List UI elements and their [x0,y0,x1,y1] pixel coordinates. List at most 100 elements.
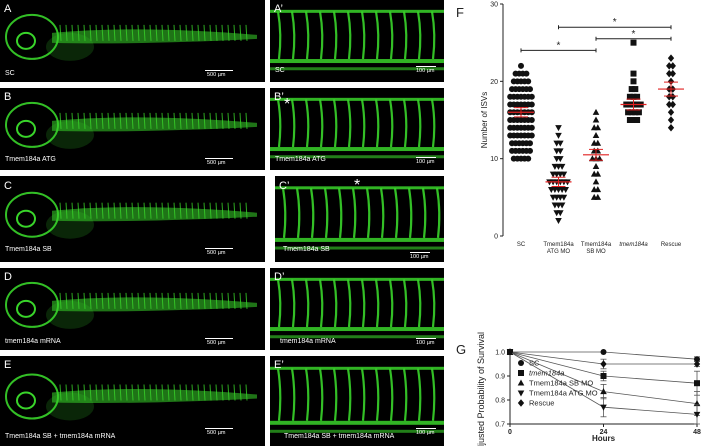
isv-vessel [95,202,98,219]
y-tick-label: 1.0 [495,350,505,357]
legend-marker [518,370,524,376]
embryo-image [5,101,257,149]
vessel-image [270,277,444,339]
scale-label: 500 µm [207,72,226,78]
data-point [632,86,639,93]
data-point [634,117,641,123]
isv-vessel [119,384,122,401]
data-point [600,360,607,368]
isv-vessel [227,202,230,219]
embryo-eye [16,31,36,50]
isv-vessel [346,11,352,60]
isv-vessel [209,202,212,219]
isv-vessel [77,112,80,129]
isv-vessel [430,11,436,60]
isv-vessel [113,202,116,219]
isv-vessel [167,202,170,219]
panel-caption: Tmem184a SB + tmem184a mRNA [5,433,116,440]
data-point [628,86,635,93]
dorsal-vessel [270,277,444,281]
isv-vessel [360,279,366,328]
data-point [630,70,637,77]
isv-vessel [161,384,164,401]
data-point [666,69,673,78]
isv-vessel [149,292,152,309]
scale-label: 100 µm [410,254,429,260]
isv-vessel [89,292,92,309]
isv-vessel [276,11,282,60]
isv-vessel [155,202,158,219]
data-point [693,360,701,368]
data-point [666,62,673,70]
isv-vessel [167,24,170,41]
isv-vessel [83,24,86,41]
scale-bar [416,157,436,158]
scale-bar [410,252,430,253]
isv-vessel [402,99,408,148]
axial-vessel [270,147,444,152]
isv-vessel [309,187,315,239]
isv-vessel [125,384,128,401]
data-point [669,62,676,70]
isv-vessel [227,384,230,401]
vessel-image [270,366,444,433]
data-point [562,187,569,194]
panel-letter: D’ [274,271,285,283]
scale-bar [416,66,436,67]
panel-caption: Tmem184a SB [5,246,52,253]
data-point [600,373,607,379]
isv-vessel [149,202,152,219]
isv-vessel [65,24,68,41]
panel-letter: B [4,91,12,103]
isv-vessel [346,279,352,328]
axial-vessel [270,429,444,433]
isv-vessel [119,112,122,129]
legend-label: Rescue [529,399,554,408]
isv-vessel [360,99,366,148]
panel-caption: tmem184a mRNA [280,338,336,345]
panel-E-prime [270,356,444,446]
data-point [594,170,602,177]
isv-vessel [161,112,164,129]
legend-marker [517,399,525,407]
isv-vessel [203,384,206,401]
axial-vessel [275,246,444,250]
embryo-eye [16,119,36,138]
scale-label: 100 µm [416,340,435,346]
x-category-label: ATG MO [547,249,571,255]
isv-vessel [173,202,176,219]
x-category-label: SB MO [586,249,606,255]
data-point [694,380,700,387]
isv-vessel [388,279,394,328]
isv-vessel [245,24,248,41]
isv-vessel [125,202,128,219]
dorsal-vessel [275,186,444,190]
isv-vessel [125,24,128,41]
axial-vessel [270,59,444,64]
isv-vessel [77,292,80,309]
isv-vessel [402,368,408,421]
isv-vessel [179,292,182,309]
isv-vessel [239,24,242,41]
panel-letter-F: F [456,5,464,20]
x-tick-label: 24 [600,429,608,436]
isv-vessel [215,202,218,219]
x-category-label: Tmem184a [543,242,574,248]
isv-vessel [59,384,62,401]
isv-vessel [318,368,324,421]
isv-vessel [245,292,248,309]
defect-asterisk: * [284,96,291,113]
isv-vessel [221,112,224,129]
isv-vessel [203,112,206,129]
panel-caption: Tmem184a SB [283,246,330,253]
isv-vessel [233,292,236,309]
isv-vessel [167,112,170,129]
isv-vessel [239,292,242,309]
data-point [557,210,564,217]
axial-vessel [270,327,444,332]
isv-vessel [227,24,230,41]
data-point [506,348,514,356]
data-point [632,109,639,116]
